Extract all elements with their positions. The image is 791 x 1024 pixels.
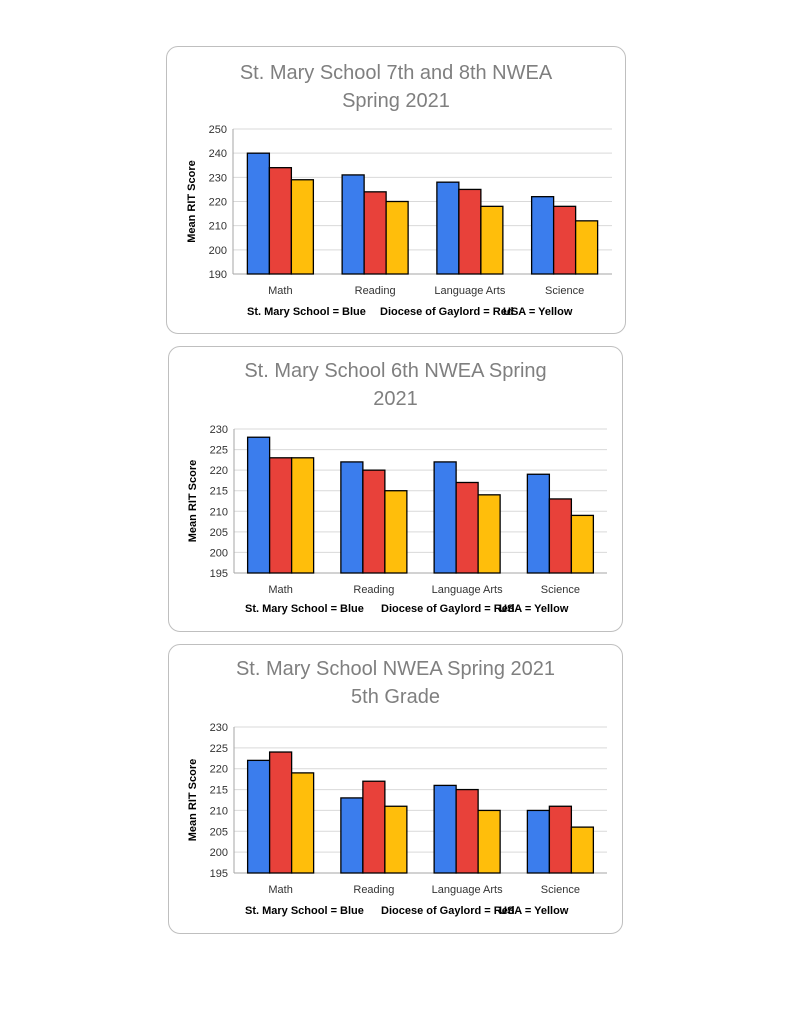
y-tick-label: 200 [210, 847, 228, 859]
legend-label: USA = Yellow [499, 603, 569, 615]
chart-title-line-1: St. Mary School NWEA Spring 2021 [235, 658, 556, 680]
bar [385, 200, 409, 275]
y-axis-label: Mean RIT Score [187, 460, 199, 543]
x-tick-label: Math [268, 285, 292, 297]
chart-title-line-1: St. Mary School 6th NWEA Spring [244, 360, 547, 382]
chart-card-grades-7-8: St. Mary School 7th and 8th NWEA Spring … [166, 46, 626, 334]
bar [340, 461, 364, 574]
bar-chart-svg: 195 200 205 210 215 220 225 230 Mean RIT Score Ma… [187, 424, 607, 615]
x-tick-label: Math [268, 584, 292, 596]
y-tick-label: 195 [210, 868, 228, 880]
bar [526, 473, 551, 574]
legend-label: St. Mary School = Blue [245, 603, 364, 615]
bar [340, 797, 364, 874]
x-tick-label: Reading [353, 584, 394, 596]
bar [433, 461, 457, 574]
x-tick-label: Science [541, 584, 580, 596]
y-tick-label: 230 [210, 424, 228, 436]
y-tick-label: 225 [210, 445, 228, 457]
chart-title: St. Mary School 6th NWEA Spring 2021 [169, 357, 622, 413]
y-tick-label: 215 [210, 785, 228, 797]
x-tick-label: Science [541, 884, 580, 896]
y-tick-label: 230 [209, 172, 227, 184]
legend-label: Diocese of Gaylord = Red [381, 905, 515, 917]
bar [362, 469, 386, 574]
bar [384, 805, 408, 874]
bar-chart-svg: 190 200 210 220 230 240 250 Mean RIT Score Math R… [186, 124, 612, 318]
legend-label: St. Mary School = Blue [247, 306, 366, 318]
y-tick-label: 195 [210, 568, 228, 580]
y-tick-label: 250 [209, 124, 227, 136]
bar [570, 826, 595, 874]
x-tick-label: Math [268, 884, 292, 896]
bar [246, 436, 271, 574]
y-tick-label: 200 [210, 547, 228, 559]
y-tick-label: 230 [210, 722, 228, 734]
chart-card-grade-6: St. Mary School 6th NWEA Spring 2021 195… [168, 346, 623, 632]
chart-title: St. Mary School 7th and 8th NWEA Spring … [167, 59, 625, 115]
bar [290, 179, 315, 275]
bar [341, 174, 365, 275]
legend-label: St. Mary School = Blue [245, 905, 364, 917]
bar [548, 498, 573, 574]
bar [363, 191, 387, 275]
bar [455, 788, 479, 874]
bar [455, 481, 479, 574]
chart-title: St. Mary School NWEA Spring 2021 5th Gra… [169, 655, 622, 711]
bar [246, 759, 271, 874]
y-tick-label: 205 [210, 826, 228, 838]
bar [433, 784, 457, 874]
bar [290, 772, 315, 874]
bar [574, 220, 599, 275]
bar [480, 205, 504, 275]
y-tick-label: 220 [210, 764, 228, 776]
bar [458, 188, 482, 275]
bar [530, 196, 555, 275]
x-tick-label: Reading [355, 285, 396, 297]
bar [548, 805, 573, 874]
chart-card-grade-5: St. Mary School NWEA Spring 2021 5th Gra… [168, 644, 623, 934]
y-tick-label: 210 [209, 221, 227, 233]
y-tick-label: 220 [210, 465, 228, 477]
bar [570, 514, 595, 574]
bar [552, 205, 577, 275]
y-tick-label: 210 [210, 805, 228, 817]
y-axis-label: Mean RIT Score [186, 160, 198, 243]
legend-label: Diocese of Gaylord = Red [380, 306, 514, 318]
bar [268, 457, 293, 574]
bar [246, 152, 271, 275]
legend-label: USA = Yellow [503, 306, 573, 318]
bar [436, 181, 460, 275]
y-tick-label: 210 [210, 506, 228, 518]
y-tick-label: 240 [209, 148, 227, 160]
bar [268, 751, 293, 874]
legend-label: USA = Yellow [499, 905, 569, 917]
chart-title-line-1: St. Mary School 7th and 8th NWEA [239, 62, 553, 84]
y-tick-label: 200 [209, 245, 227, 257]
y-tick-label: 220 [209, 197, 227, 209]
chart-title-line-2: 5th Grade [351, 686, 440, 708]
x-tick-label: Language Arts [434, 285, 505, 297]
bar [384, 490, 408, 574]
y-axis-label: Mean RIT Score [187, 759, 199, 842]
bar [477, 494, 501, 574]
y-tick-label: 225 [210, 743, 228, 755]
x-tick-label: Language Arts [432, 884, 503, 896]
bar-chart-svg: 195 200 205 210 215 220 225 230 Mean RIT Score Ma… [187, 722, 607, 917]
y-tick-label: 190 [209, 269, 227, 281]
y-tick-label: 205 [210, 527, 228, 539]
y-tick-label: 215 [210, 486, 228, 498]
x-tick-label: Language Arts [432, 584, 503, 596]
bar [362, 780, 386, 874]
bar [268, 167, 293, 275]
x-tick-label: Science [545, 285, 584, 297]
bar [526, 809, 551, 874]
chart-title-line-2: Spring 2021 [342, 90, 450, 112]
chart-title-line-2: 2021 [373, 388, 418, 410]
bar [290, 457, 315, 574]
bar [477, 809, 501, 874]
x-tick-label: Reading [353, 884, 394, 896]
legend-label: Diocese of Gaylord = Red [381, 603, 515, 615]
